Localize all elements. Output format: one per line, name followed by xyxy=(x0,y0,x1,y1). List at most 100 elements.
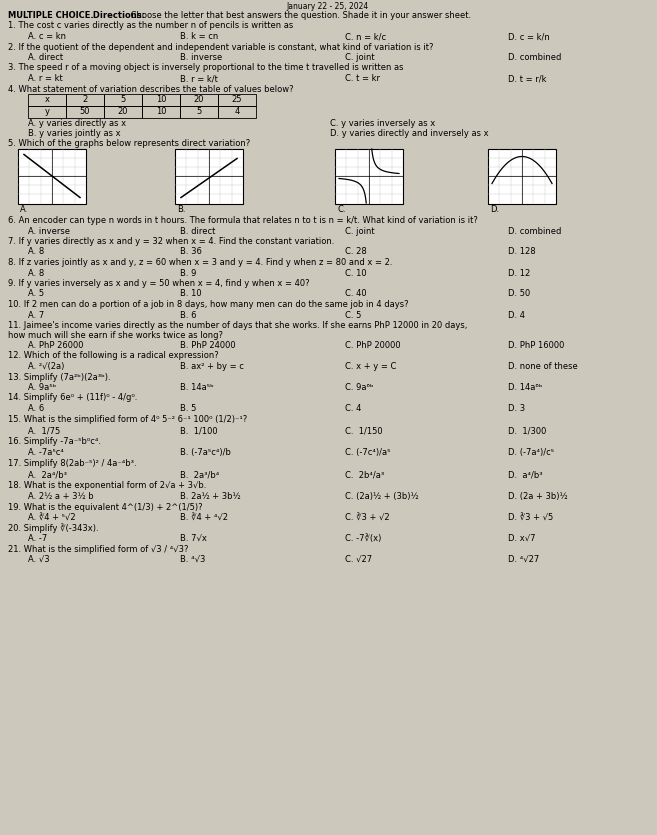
Text: 20: 20 xyxy=(194,95,204,104)
Text: y: y xyxy=(45,108,49,117)
Text: B. 2a½ + 3b½: B. 2a½ + 3b½ xyxy=(180,492,240,501)
Text: A. 9a⁵ᵇ: A. 9a⁵ᵇ xyxy=(28,383,57,392)
Text: A. 5: A. 5 xyxy=(28,290,44,298)
Text: D. 128: D. 128 xyxy=(508,247,535,256)
Text: D. 3: D. 3 xyxy=(508,404,525,413)
Text: D. (2a + 3b)½: D. (2a + 3b)½ xyxy=(508,492,568,501)
Text: C. joint: C. joint xyxy=(345,53,374,62)
Text: B. 6: B. 6 xyxy=(180,311,196,320)
Text: A. direct: A. direct xyxy=(28,53,63,62)
Text: D. (-7a⁴)/c⁵: D. (-7a⁴)/c⁵ xyxy=(508,448,554,457)
Text: D. 50: D. 50 xyxy=(508,290,530,298)
Text: 8. If z varies jointly as x and y, z = 60 when x = 3 and y = 4. Find y when z = : 8. If z varies jointly as x and y, z = 6… xyxy=(8,258,392,267)
Text: 18. What is the exponential form of 2√a + 3√b.: 18. What is the exponential form of 2√a … xyxy=(8,482,206,490)
Text: D. t = r/k: D. t = r/k xyxy=(508,74,547,83)
Text: A. 8: A. 8 xyxy=(28,269,44,277)
Text: 13. Simplify (7a²ᵇ)(2a³ᵇ).: 13. Simplify (7a²ᵇ)(2a³ᵇ). xyxy=(8,372,110,382)
Text: Directions:: Directions: xyxy=(90,11,145,20)
Bar xyxy=(180,106,218,118)
Text: 9. If y varies inversely as x and y = 50 when x = 4, find y when x = 40?: 9. If y varies inversely as x and y = 50… xyxy=(8,279,309,288)
Text: D. combined: D. combined xyxy=(508,226,561,235)
Text: B. 5: B. 5 xyxy=(180,404,196,413)
Text: 25: 25 xyxy=(232,95,242,104)
Text: 10: 10 xyxy=(156,108,166,117)
Text: C. 5: C. 5 xyxy=(345,311,361,320)
Text: x: x xyxy=(45,95,49,104)
Text: B. PhP 24000: B. PhP 24000 xyxy=(180,341,236,350)
Text: 15. What is the simplified form of 4⁰ 5⁻² 6⁻¹ 100⁰ (1/2)⁻¹?: 15. What is the simplified form of 4⁰ 5⁻… xyxy=(8,414,247,423)
Text: C. ∛3 + √2: C. ∛3 + √2 xyxy=(345,513,390,522)
Text: 21. What is the simplified form of √3 / ⁴√3?: 21. What is the simplified form of √3 / … xyxy=(8,544,189,554)
Text: C. t = kr: C. t = kr xyxy=(345,74,380,83)
Text: B. 14a⁵ᵇ: B. 14a⁵ᵇ xyxy=(180,383,214,392)
Text: C. 4: C. 4 xyxy=(345,404,361,413)
Text: D. ∛3 + √5: D. ∛3 + √5 xyxy=(508,513,553,522)
Text: C.: C. xyxy=(337,205,346,215)
Text: D. ⁴√27: D. ⁴√27 xyxy=(508,555,539,564)
Text: B. 9: B. 9 xyxy=(180,269,196,277)
Text: B. (-7a⁵c⁴)/b: B. (-7a⁵c⁴)/b xyxy=(180,448,231,457)
Text: 50: 50 xyxy=(79,108,90,117)
Text: 16. Simplify -7a⁻⁵b⁰c⁴.: 16. Simplify -7a⁻⁵b⁰c⁴. xyxy=(8,438,101,447)
Text: C. x + y = C: C. x + y = C xyxy=(345,362,396,371)
Text: C. y varies inversely as x: C. y varies inversely as x xyxy=(330,119,435,128)
Text: D.: D. xyxy=(490,205,499,215)
Bar xyxy=(142,106,180,118)
Text: C. 28: C. 28 xyxy=(345,247,367,256)
Text: D. 4: D. 4 xyxy=(508,311,525,320)
Text: 17. Simplify 8(2ab⁻⁵)² / 4a⁻⁴b³.: 17. Simplify 8(2ab⁻⁵)² / 4a⁻⁴b³. xyxy=(8,458,137,468)
Text: A. r = kt: A. r = kt xyxy=(28,74,63,83)
Text: 1. The cost c varies directly as the number n of pencils is written as: 1. The cost c varies directly as the num… xyxy=(8,22,293,31)
Text: 5: 5 xyxy=(196,108,202,117)
Text: A.  1/75: A. 1/75 xyxy=(28,427,60,436)
Text: B. k = cn: B. k = cn xyxy=(180,32,218,41)
Text: A. -7a⁵c⁴: A. -7a⁵c⁴ xyxy=(28,448,64,457)
Text: 2. If the quotient of the dependent and independent variable is constant, what k: 2. If the quotient of the dependent and … xyxy=(8,43,434,52)
Text: B.  2a³/b⁴: B. 2a³/b⁴ xyxy=(180,471,219,480)
Bar xyxy=(66,106,104,118)
Text: 14. Simplify 6e⁰ + (11f)⁰ - 4/g⁰.: 14. Simplify 6e⁰ + (11f)⁰ - 4/g⁰. xyxy=(8,393,137,402)
Text: A. ∛4 + ⁵√2: A. ∛4 + ⁵√2 xyxy=(28,513,76,522)
Text: A. PhP 26000: A. PhP 26000 xyxy=(28,341,83,350)
Text: 10: 10 xyxy=(156,95,166,104)
Text: A. inverse: A. inverse xyxy=(28,226,70,235)
Text: 10. If 2 men can do a portion of a job in 8 days, how many men can do the same j: 10. If 2 men can do a portion of a job i… xyxy=(8,300,409,309)
Text: A.  2a⁴/b³: A. 2a⁴/b³ xyxy=(28,471,67,480)
Text: C. 40: C. 40 xyxy=(345,290,367,298)
Text: B. 10: B. 10 xyxy=(180,290,202,298)
Text: C. (2a)½ + (3b)½: C. (2a)½ + (3b)½ xyxy=(345,492,419,501)
Text: B. 7√x: B. 7√x xyxy=(180,534,207,543)
Text: A. ²√(2a): A. ²√(2a) xyxy=(28,362,64,371)
Bar xyxy=(175,149,243,204)
Text: D. combined: D. combined xyxy=(508,53,561,62)
Text: 7. If y varies directly as x and y = 32 when x = 4. Find the constant variation.: 7. If y varies directly as x and y = 32 … xyxy=(8,237,334,246)
Text: 20. Simplify ∛(-343x).: 20. Simplify ∛(-343x). xyxy=(8,524,99,533)
Text: 20: 20 xyxy=(118,108,128,117)
Text: A.: A. xyxy=(20,205,28,215)
Bar xyxy=(218,94,256,106)
Text: B. ax² + by = c: B. ax² + by = c xyxy=(180,362,244,371)
Bar xyxy=(488,149,556,204)
Text: 5: 5 xyxy=(120,95,125,104)
Text: D. 14a⁶ᵇ: D. 14a⁶ᵇ xyxy=(508,383,543,392)
Text: B. 36: B. 36 xyxy=(180,247,202,256)
Text: 4: 4 xyxy=(235,108,240,117)
Bar xyxy=(28,94,66,106)
Text: A. -7: A. -7 xyxy=(28,534,47,543)
Text: D. 12: D. 12 xyxy=(508,269,530,277)
Text: A. 7: A. 7 xyxy=(28,311,44,320)
Bar xyxy=(104,106,142,118)
Text: D.  1/300: D. 1/300 xyxy=(508,427,547,436)
Bar xyxy=(18,149,86,204)
Bar xyxy=(180,94,218,106)
Text: A. c = kn: A. c = kn xyxy=(28,32,66,41)
Text: B. ⁴√3: B. ⁴√3 xyxy=(180,555,206,564)
Text: A. √3: A. √3 xyxy=(28,555,50,564)
Text: C. 10: C. 10 xyxy=(345,269,367,277)
Text: MULTIPLE CHOICE.: MULTIPLE CHOICE. xyxy=(8,11,94,20)
Bar xyxy=(28,106,66,118)
Text: D. y varies directly and inversely as x: D. y varies directly and inversely as x xyxy=(330,129,489,138)
Text: C. 9a⁶ᵇ: C. 9a⁶ᵇ xyxy=(345,383,373,392)
Text: B.  1/100: B. 1/100 xyxy=(180,427,217,436)
Text: A. 6: A. 6 xyxy=(28,404,44,413)
